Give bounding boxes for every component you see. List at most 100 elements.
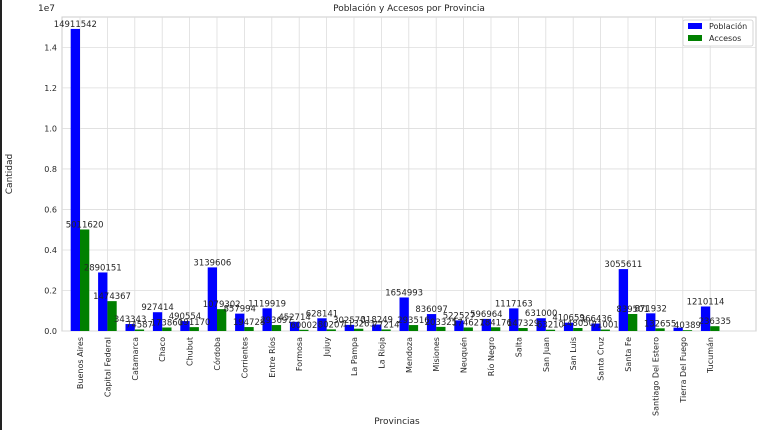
window-edge xyxy=(0,0,2,430)
data-label-poblacion: 366436 xyxy=(580,315,612,325)
bar-poblacion xyxy=(98,272,108,331)
bar-poblacion xyxy=(180,321,190,331)
y-tick-label: 0.6 xyxy=(44,205,57,214)
bar-accesos xyxy=(518,328,528,331)
data-label-poblacion: 871932 xyxy=(635,304,667,314)
data-label-poblacion: 14911542 xyxy=(54,20,97,30)
data-label-poblacion: 631000 xyxy=(525,309,557,319)
bar-poblacion xyxy=(207,267,217,331)
data-label-accesos: 77214 xyxy=(373,320,400,330)
data-labels: 14911542 5011620 2890151 1474367 34334374587… xyxy=(54,20,731,331)
x-tick-label: Salta xyxy=(514,337,523,357)
bar-poblacion xyxy=(372,324,382,331)
x-tick-label: Chaco xyxy=(158,337,167,362)
legend: Población Accesos xyxy=(682,19,754,47)
bar-accesos xyxy=(162,327,172,331)
bar-poblacion xyxy=(454,320,464,331)
bar-accesos xyxy=(600,329,610,331)
bar-accesos xyxy=(628,313,638,331)
x-tick-label: Córdoba xyxy=(212,337,222,371)
data-label-poblacion: 857994 xyxy=(224,305,256,315)
data-label-poblacion: 343343 xyxy=(114,315,146,325)
data-label-accesos: 203325 xyxy=(425,318,457,328)
bars xyxy=(70,28,720,331)
bar-accesos xyxy=(244,327,254,331)
bar-accesos xyxy=(491,327,501,331)
bar-poblacion xyxy=(289,321,300,331)
x-tick-label: Entre Ríos xyxy=(268,337,277,378)
y-tick-label: 1.0 xyxy=(44,124,57,133)
bar-poblacion xyxy=(235,313,245,331)
bar-poblacion xyxy=(563,322,574,331)
bar-poblacion xyxy=(426,314,437,331)
data-label-poblacion: 1117163 xyxy=(495,299,533,309)
data-label-accesos: 194728 xyxy=(233,318,265,328)
data-label-accesos: 1474367 xyxy=(93,292,131,302)
chart-title: Población y Accesos por Provincia xyxy=(333,3,485,14)
bar-accesos xyxy=(217,309,227,331)
bar-poblacion xyxy=(152,312,163,331)
x-axis-label: Provincias xyxy=(374,417,420,427)
bar-poblacion xyxy=(591,323,601,331)
data-label-accesos: 293697 xyxy=(260,316,292,326)
data-label-poblacion: 3055611 xyxy=(604,260,642,270)
data-label-poblacion: 522527 xyxy=(443,311,475,321)
bar-accesos xyxy=(134,329,145,331)
data-label-accesos: 147329 xyxy=(507,319,539,329)
x-tick-label: Tucumán xyxy=(706,337,715,374)
bar-accesos xyxy=(545,329,556,331)
data-label-accesos: 839501 xyxy=(616,305,648,315)
bar-accesos xyxy=(271,325,282,331)
y-tick-label: 1.4 xyxy=(44,43,57,52)
bar-poblacion xyxy=(344,324,354,331)
y-tick-label: 0.4 xyxy=(44,246,57,255)
data-label-accesos: 191170 xyxy=(178,318,210,328)
data-label-accesos: 236335 xyxy=(699,317,731,327)
data-label-poblacion: 302570 xyxy=(333,316,365,326)
data-label-accesos: 71001 xyxy=(592,321,619,331)
bar-accesos xyxy=(354,328,364,331)
bar-accesos xyxy=(80,229,90,331)
x-tick-label: Chubut xyxy=(186,337,195,366)
bar-poblacion xyxy=(70,28,80,331)
bar-accesos xyxy=(381,329,391,331)
y-axis-label: Cantidad xyxy=(5,154,15,194)
x-tick-label: La Pampa xyxy=(350,337,359,376)
x-tick-label: Santiago Del Estero xyxy=(651,337,660,416)
data-label-poblacion: 927414 xyxy=(141,303,173,313)
legend-swatch-accesos xyxy=(688,35,702,41)
bar-accesos xyxy=(655,328,665,331)
bar-poblacion xyxy=(536,318,546,331)
data-label-accesos: 60002 xyxy=(290,321,317,331)
x-tick-label: Santa Cruz xyxy=(597,337,606,381)
data-label-accesos: 173860 xyxy=(151,318,183,328)
y-tick-label: 0.8 xyxy=(44,165,57,174)
data-label-poblacion: 452714 xyxy=(278,313,310,323)
bar-poblacion xyxy=(262,308,272,331)
data-label-poblacion: 318249 xyxy=(361,316,393,326)
bar-accesos xyxy=(408,325,419,331)
data-label-accesos: 1079302 xyxy=(203,300,241,310)
bar-accesos xyxy=(463,327,473,331)
x-tick-label: Catamarca xyxy=(131,337,140,381)
data-label-poblacion: 490554 xyxy=(169,312,201,322)
x-tick-label: Corrientes xyxy=(240,337,249,378)
bar-poblacion xyxy=(700,306,711,331)
bar-poblacion xyxy=(509,308,519,331)
data-label-poblacion: 2890151 xyxy=(84,263,122,273)
bar-accesos xyxy=(299,329,309,331)
x-tick-label: Santa Fe xyxy=(624,337,633,372)
x-tick-label: Mendoza xyxy=(405,337,414,373)
data-label-poblacion: 410659 xyxy=(552,314,584,324)
bar-accesos xyxy=(710,326,720,331)
bar-poblacion xyxy=(125,324,135,331)
x-tick-label: La Rioja xyxy=(377,337,386,369)
x-tick-label: Tierra Del Fuego xyxy=(679,337,688,404)
y-tick-label: 0.2 xyxy=(44,286,57,295)
data-label-accesos: 148050 xyxy=(562,319,594,329)
bar-poblacion xyxy=(618,269,628,331)
data-label-accesos: 132655 xyxy=(644,319,676,329)
axis-ticks: 0.0 0.2 0.4 0.6 0.8 1.0 1.2 1.4 Buenos Aires Capi… xyxy=(44,43,715,416)
data-label-accesos: 63210 xyxy=(537,321,564,331)
